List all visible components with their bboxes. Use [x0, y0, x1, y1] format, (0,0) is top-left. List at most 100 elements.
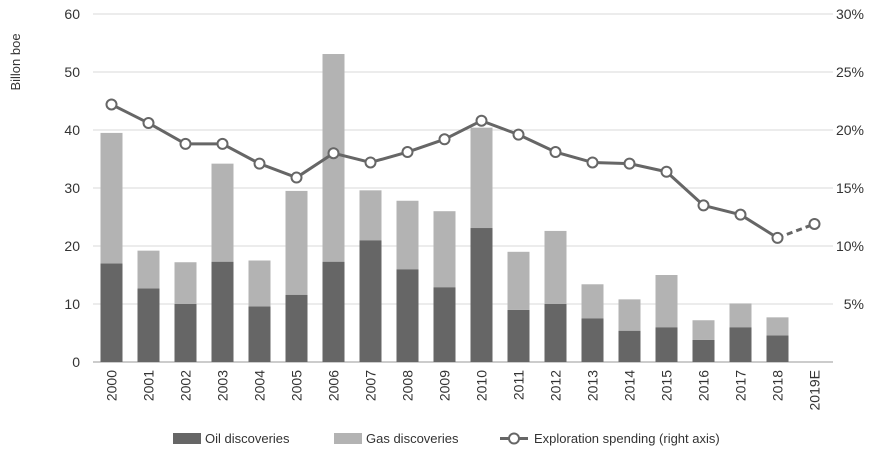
bar-gas-discoveries-2004 — [248, 260, 271, 307]
bar-oil-discoveries-2007 — [359, 240, 382, 362]
spending-point-2014 — [623, 157, 636, 170]
x-tick-label-2004: 2004 — [252, 370, 268, 401]
y-axis-title: Billon boe — [8, 33, 23, 90]
spending-point-2017 — [734, 208, 747, 221]
y-tick-label: 10 — [64, 296, 80, 312]
bars — [100, 54, 789, 362]
bar-oil-discoveries-2000 — [100, 263, 123, 362]
spending-point-2007 — [364, 156, 377, 169]
y-tick-label: 40 — [64, 122, 80, 138]
bar-oil-discoveries-2016 — [692, 339, 715, 362]
bar-gas-discoveries-2002 — [174, 262, 197, 304]
x-tick-label-2003: 2003 — [215, 370, 231, 401]
spending-point-2012 — [549, 146, 562, 159]
bar-oil-discoveries-2010 — [470, 228, 493, 362]
y2-tick-label: 30% — [836, 6, 864, 22]
spending-point-2013 — [586, 156, 599, 169]
x-tick-label-2002: 2002 — [178, 370, 194, 401]
bar-gas-discoveries-2010 — [470, 127, 493, 229]
legend-swatch-gas — [334, 433, 362, 444]
x-tick-label-2013: 2013 — [585, 370, 601, 401]
spending-point-2005 — [290, 171, 303, 184]
legend-label-spending: Exploration spending (right axis) — [534, 431, 720, 446]
x-tick-label-2008: 2008 — [400, 370, 416, 401]
y-tick-label: 30 — [64, 180, 80, 196]
spending-point-2000 — [105, 98, 118, 111]
x-tick-label-2001: 2001 — [141, 370, 157, 401]
x-tick-label-2014: 2014 — [622, 370, 638, 401]
bar-oil-discoveries-2002 — [174, 304, 197, 362]
y2-tick-label: 5% — [844, 296, 864, 312]
bar-gas-discoveries-2012 — [544, 230, 567, 304]
x-tick-label-2000: 2000 — [104, 370, 120, 401]
spending-point-2001 — [142, 117, 155, 130]
x-tick-label-2012: 2012 — [548, 370, 564, 401]
y2-tick-label: 25% — [836, 64, 864, 80]
x-tick-label-2016: 2016 — [696, 370, 712, 401]
spending-point-2016 — [697, 199, 710, 212]
spending-line-estimate — [776, 222, 816, 240]
spending-point-2008 — [401, 146, 414, 159]
spending-point-2003 — [216, 137, 229, 150]
spending-point-2015 — [660, 165, 673, 178]
spending-point-2019e — [808, 217, 821, 230]
y-axis-left: 0 10 20 30 40 50 60 — [64, 6, 80, 370]
y-tick-label: 0 — [72, 354, 80, 370]
x-tick-label-2017: 2017 — [733, 370, 749, 401]
bar-oil-discoveries-2018 — [766, 335, 789, 362]
y-tick-label: 50 — [64, 64, 80, 80]
bar-gas-discoveries-2013 — [581, 284, 604, 319]
bar-gas-discoveries-2016 — [692, 320, 715, 340]
spending-point-2009 — [438, 133, 451, 146]
bar-gas-discoveries-2001 — [137, 250, 160, 289]
bar-oil-discoveries-2009 — [433, 287, 456, 362]
bar-oil-discoveries-2001 — [137, 288, 160, 362]
x-tick-label-2007: 2007 — [363, 370, 379, 401]
bar-gas-discoveries-2003 — [211, 163, 234, 262]
spending-point-2010 — [475, 114, 488, 127]
bar-oil-discoveries-2015 — [655, 327, 678, 362]
spending-point-2004 — [253, 157, 266, 170]
bar-gas-discoveries-2015 — [655, 275, 678, 328]
bar-gas-discoveries-2017 — [729, 303, 752, 328]
x-axis: 2000 2001 2002 2003 2004 2005 2006 2007 2008 2009… — [104, 370, 823, 411]
y-axis-right: 5% 10% 15% 20% 25% 30% — [836, 6, 864, 312]
bar-gas-discoveries-2011 — [507, 251, 530, 310]
legend-label-oil: Oil discoveries — [205, 431, 290, 446]
spending-point-2006 — [327, 147, 340, 160]
x-tick-label-2018: 2018 — [770, 370, 786, 401]
legend-label-gas: Gas discoveries — [366, 431, 459, 446]
bar-gas-discoveries-2014 — [618, 299, 641, 331]
x-tick-label-2010: 2010 — [474, 370, 490, 401]
legend-swatch-oil — [173, 433, 201, 444]
bar-oil-discoveries-2011 — [507, 309, 530, 362]
bar-oil-discoveries-2004 — [248, 306, 271, 362]
legend: Oil discoveries Gas discoveries Explorat… — [173, 431, 720, 446]
bar-oil-discoveries-2017 — [729, 327, 752, 362]
x-tick-label-2006: 2006 — [326, 370, 342, 401]
x-tick-label-2005: 2005 — [289, 370, 305, 401]
bar-gas-discoveries-2008 — [396, 200, 419, 270]
y-tick-label: 20 — [64, 238, 80, 254]
bar-gas-discoveries-2007 — [359, 190, 382, 241]
bar-oil-discoveries-2008 — [396, 269, 419, 362]
bar-oil-discoveries-2006 — [322, 261, 345, 362]
gridlines — [93, 13, 833, 363]
bar-oil-discoveries-2014 — [618, 330, 641, 362]
spending-line — [105, 98, 821, 244]
y2-tick-label: 10% — [836, 238, 864, 254]
x-tick-label-2011: 2011 — [511, 370, 527, 400]
spending-point-2011 — [512, 128, 525, 141]
bar-gas-discoveries-2000 — [100, 132, 123, 264]
bar-gas-discoveries-2005 — [285, 190, 308, 295]
spending-point-2002 — [179, 137, 192, 150]
x-tick-label-2019e: 2019E — [807, 370, 823, 410]
bar-oil-discoveries-2012 — [544, 304, 567, 362]
bar-oil-discoveries-2005 — [285, 294, 308, 362]
bar-oil-discoveries-2013 — [581, 318, 604, 362]
x-tick-label-2009: 2009 — [437, 370, 453, 401]
bar-gas-discoveries-2009 — [433, 211, 456, 288]
bar-gas-discoveries-2018 — [766, 317, 789, 336]
y2-tick-label: 15% — [836, 180, 864, 196]
